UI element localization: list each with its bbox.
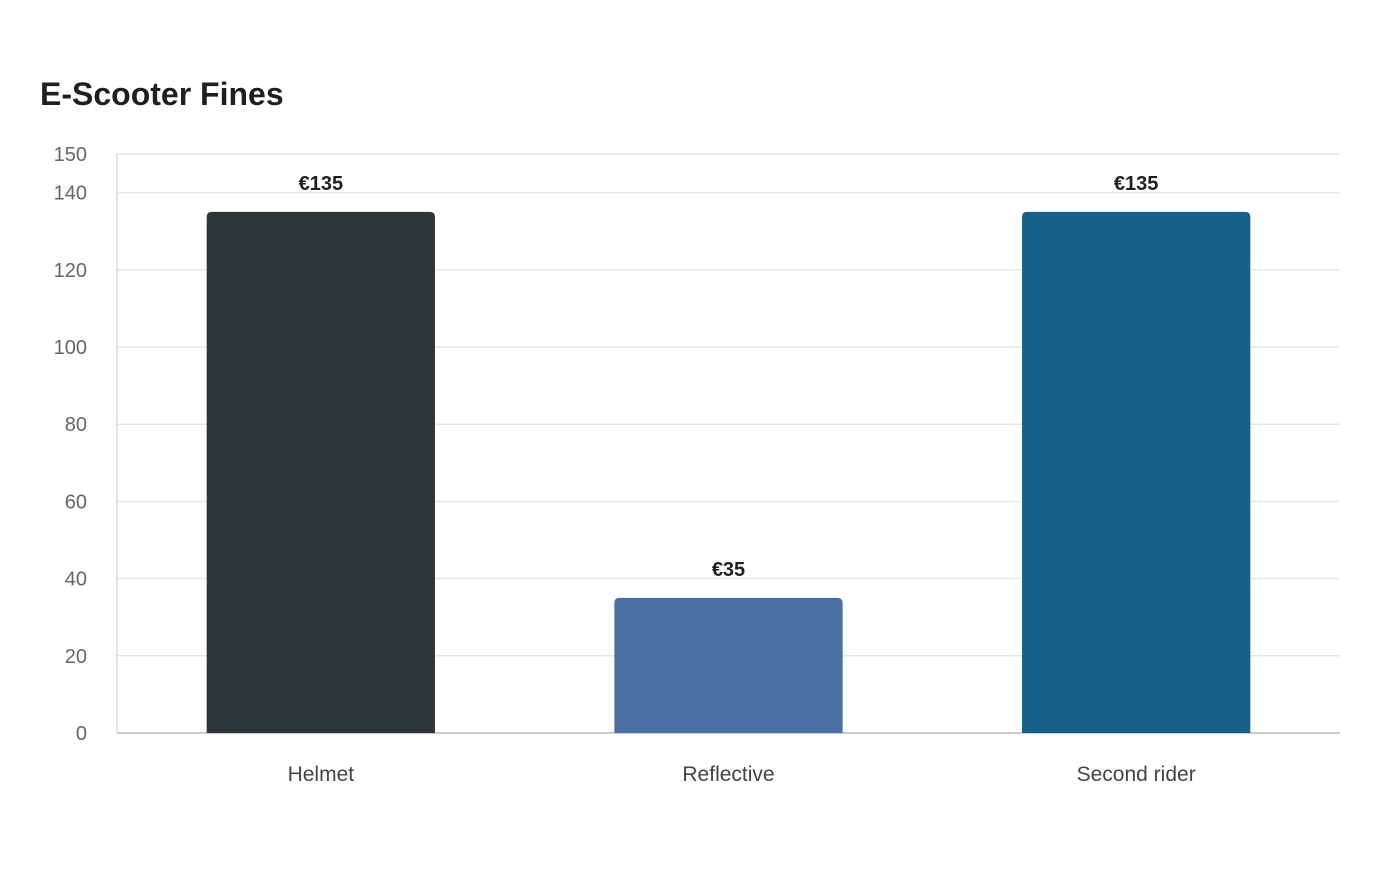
data-label: €135: [1114, 173, 1159, 195]
y-tick-label: 120: [54, 260, 87, 282]
bar-second-rider: [1022, 211, 1251, 733]
y-tick-label: 20: [65, 646, 87, 668]
y-tick-label: 100: [54, 337, 87, 359]
y-tick-label: 80: [65, 414, 87, 436]
y-tick-label: 140: [54, 183, 87, 205]
bar-reflective: [614, 597, 843, 733]
x-category-label: Helmet: [288, 763, 355, 786]
bar-helmet: [206, 211, 435, 733]
y-tick-label: 40: [65, 569, 87, 591]
chart-title: E-Scooter Fines: [40, 76, 284, 112]
bars: [206, 211, 1251, 733]
data-label: €35: [712, 559, 745, 581]
y-tick-label: 60: [65, 491, 87, 513]
labels: 0 20 40 60 80 100 120 140 150 €135 Helmet €35 Reflec…: [54, 144, 1196, 786]
y-tick-label: 150: [54, 144, 87, 166]
x-category-label: Second rider: [1077, 763, 1196, 786]
y-tick-label: 0: [76, 723, 87, 745]
x-category-label: Reflective: [682, 763, 774, 786]
data-label: €135: [299, 173, 344, 195]
